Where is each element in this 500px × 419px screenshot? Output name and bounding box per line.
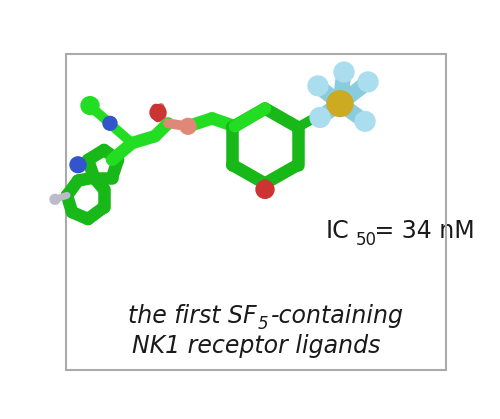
Circle shape (150, 105, 166, 120)
Circle shape (334, 62, 354, 82)
Circle shape (180, 119, 196, 134)
Circle shape (103, 116, 117, 130)
Circle shape (355, 111, 375, 131)
Text: -containing: -containing (271, 305, 404, 328)
Text: 50: 50 (356, 231, 377, 249)
Circle shape (327, 91, 353, 116)
Text: the first SF: the first SF (128, 305, 256, 328)
Text: NK1 receptor ligands: NK1 receptor ligands (132, 334, 380, 358)
Circle shape (81, 97, 99, 114)
Circle shape (308, 76, 328, 96)
Circle shape (310, 108, 330, 127)
Circle shape (256, 181, 274, 198)
Circle shape (50, 194, 60, 204)
Text: = 34 nM: = 34 nM (366, 219, 474, 243)
Text: IC: IC (326, 219, 349, 243)
Circle shape (70, 157, 86, 173)
Circle shape (358, 72, 378, 92)
Text: 5: 5 (258, 315, 268, 333)
Circle shape (328, 92, 352, 116)
